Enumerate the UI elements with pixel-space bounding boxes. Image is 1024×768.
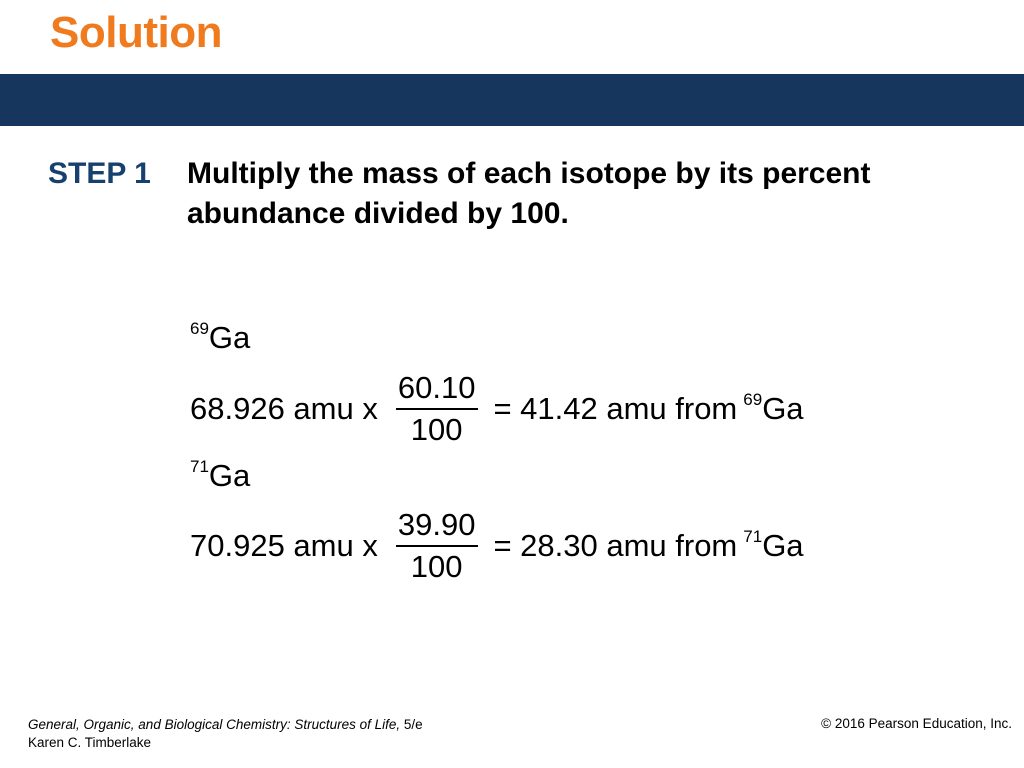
step-text: Multiply the mass of each isotope by its… [187, 157, 871, 230]
result-isotope: 69Ga [743, 390, 804, 427]
footer-citation: General, Organic, and Biological Chemist… [28, 716, 423, 752]
isotope-heading-ga69: 69Ga [190, 319, 251, 356]
mass-number: 69 [190, 319, 209, 338]
mass-number: 69 [743, 390, 763, 409]
fraction-numerator: 39.90 [397, 507, 476, 542]
fraction-denominator: 100 [410, 549, 463, 584]
step-label: STEP 1 [48, 157, 151, 190]
fraction-numerator: 60.10 [397, 370, 476, 405]
mass-number: 71 [190, 457, 209, 476]
equation-ga69: 68.926 amu x 60.10 100 = 41.42 amu from … [190, 370, 804, 448]
element-symbol: Ga [208, 320, 251, 355]
equation-result: = 28.30 amu from [493, 528, 738, 563]
fraction-bar [395, 545, 478, 547]
isotope-mass: 68.926 amu x [190, 391, 378, 426]
book-title: General, Organic, and Biological Chemist… [28, 717, 401, 732]
slide-title: Solution [50, 8, 222, 57]
fraction: 39.90 100 [394, 507, 480, 585]
equation-ga71: 70.925 amu x 39.90 100 = 28.30 amu from … [190, 507, 804, 585]
header-band [0, 74, 1024, 126]
fraction-bar [395, 408, 478, 410]
result-isotope: 71Ga [743, 527, 804, 564]
isotope-heading-ga71: 71Ga [190, 457, 251, 494]
book-author: Karen C. Timberlake [28, 735, 152, 750]
isotope-mass: 70.925 amu x [190, 528, 378, 563]
mass-number: 71 [743, 527, 763, 546]
element-symbol: Ga [762, 528, 804, 563]
fraction: 60.10 100 [394, 370, 480, 448]
equation-result: = 41.42 amu from [493, 391, 738, 426]
element-symbol: Ga [762, 391, 804, 426]
book-edition: 5/e [400, 717, 423, 732]
copyright: © 2016 Pearson Education, Inc. [821, 716, 1012, 731]
fraction-denominator: 100 [410, 412, 463, 447]
element-symbol: Ga [208, 458, 251, 493]
